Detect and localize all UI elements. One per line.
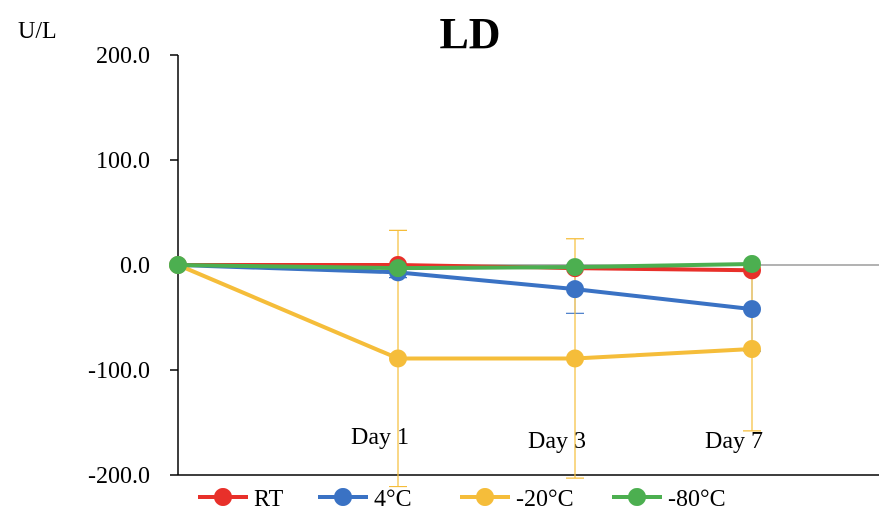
y-tick-label: 100.0 <box>96 148 150 174</box>
legend-label: -80°C <box>668 486 726 512</box>
data-point <box>743 340 761 358</box>
legend-label: 4°C <box>374 486 412 512</box>
data-point <box>389 259 407 278</box>
y-tick-label: 200.0 <box>96 43 150 69</box>
legend-swatch-marker <box>214 488 232 506</box>
data-point <box>743 254 761 273</box>
y-ticks: 200.0 100.0 0.0 -100.0 -200.0 <box>88 43 178 489</box>
legend-label: -20°C <box>516 486 574 512</box>
data-point <box>743 300 761 319</box>
data-point <box>566 258 584 277</box>
legend-swatch-marker <box>476 488 494 506</box>
series-lines <box>169 254 761 368</box>
data-point <box>389 349 407 368</box>
data-point <box>566 349 584 368</box>
series-line <box>177 263 753 312</box>
x-tick-label: Day 7 <box>705 428 763 454</box>
x-tick-labels: Day 1 Day 3 Day 7 <box>351 424 763 454</box>
y-tick-label: -100.0 <box>88 358 150 384</box>
x-tick-label: Day 1 <box>351 424 409 450</box>
series-line <box>177 263 753 361</box>
legend-label: RT <box>254 486 284 512</box>
chart-title: LD <box>439 9 500 58</box>
y-axis-label: U/L <box>18 18 57 44</box>
legend: RT 4°C -20°C -80°C <box>198 486 726 512</box>
data-point <box>169 256 187 274</box>
legend-swatch-marker <box>334 488 352 506</box>
y-tick-label: -200.0 <box>88 463 150 489</box>
legend-swatch-marker <box>628 488 646 506</box>
data-point <box>566 280 584 299</box>
series-line <box>177 261 753 271</box>
y-tick-label: 0.0 <box>120 253 150 279</box>
x-tick-label: Day 3 <box>528 428 586 454</box>
